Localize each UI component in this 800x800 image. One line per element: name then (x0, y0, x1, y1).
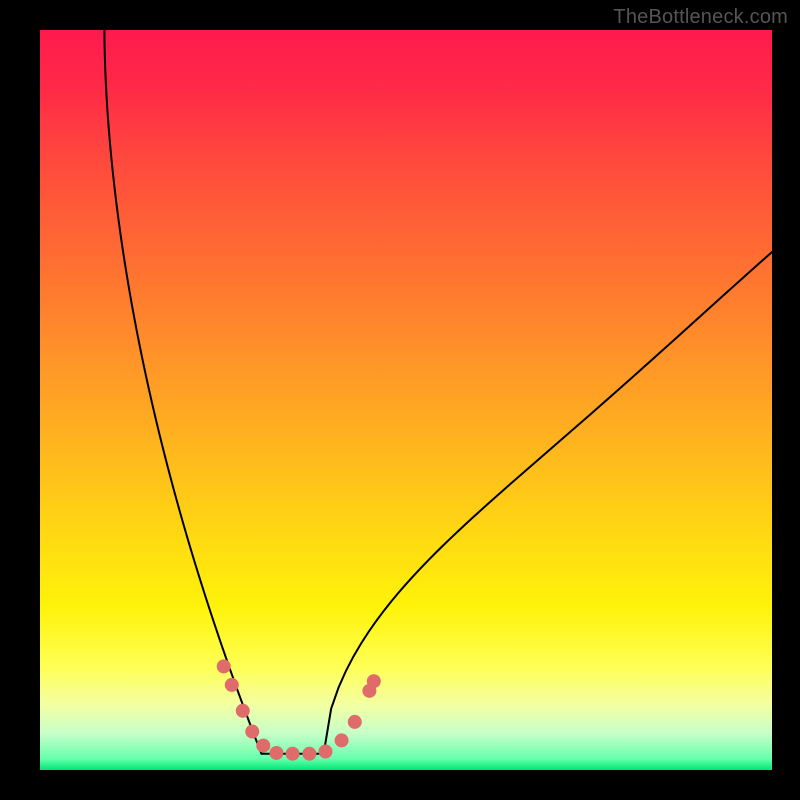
marker-point (269, 746, 283, 760)
marker-point (318, 745, 332, 759)
marker-point (245, 725, 259, 739)
chart-stage: TheBottleneck.com (0, 0, 800, 800)
marker-point (348, 715, 362, 729)
bottleneck-chart (0, 0, 800, 800)
gradient-background (40, 30, 772, 770)
marker-point (335, 733, 349, 747)
marker-point (302, 747, 316, 761)
marker-point (225, 678, 239, 692)
marker-point (236, 704, 250, 718)
marker-point (256, 739, 270, 753)
marker-point (286, 747, 300, 761)
marker-point (367, 674, 381, 688)
marker-point (217, 659, 231, 673)
watermark-text: TheBottleneck.com (613, 6, 788, 29)
